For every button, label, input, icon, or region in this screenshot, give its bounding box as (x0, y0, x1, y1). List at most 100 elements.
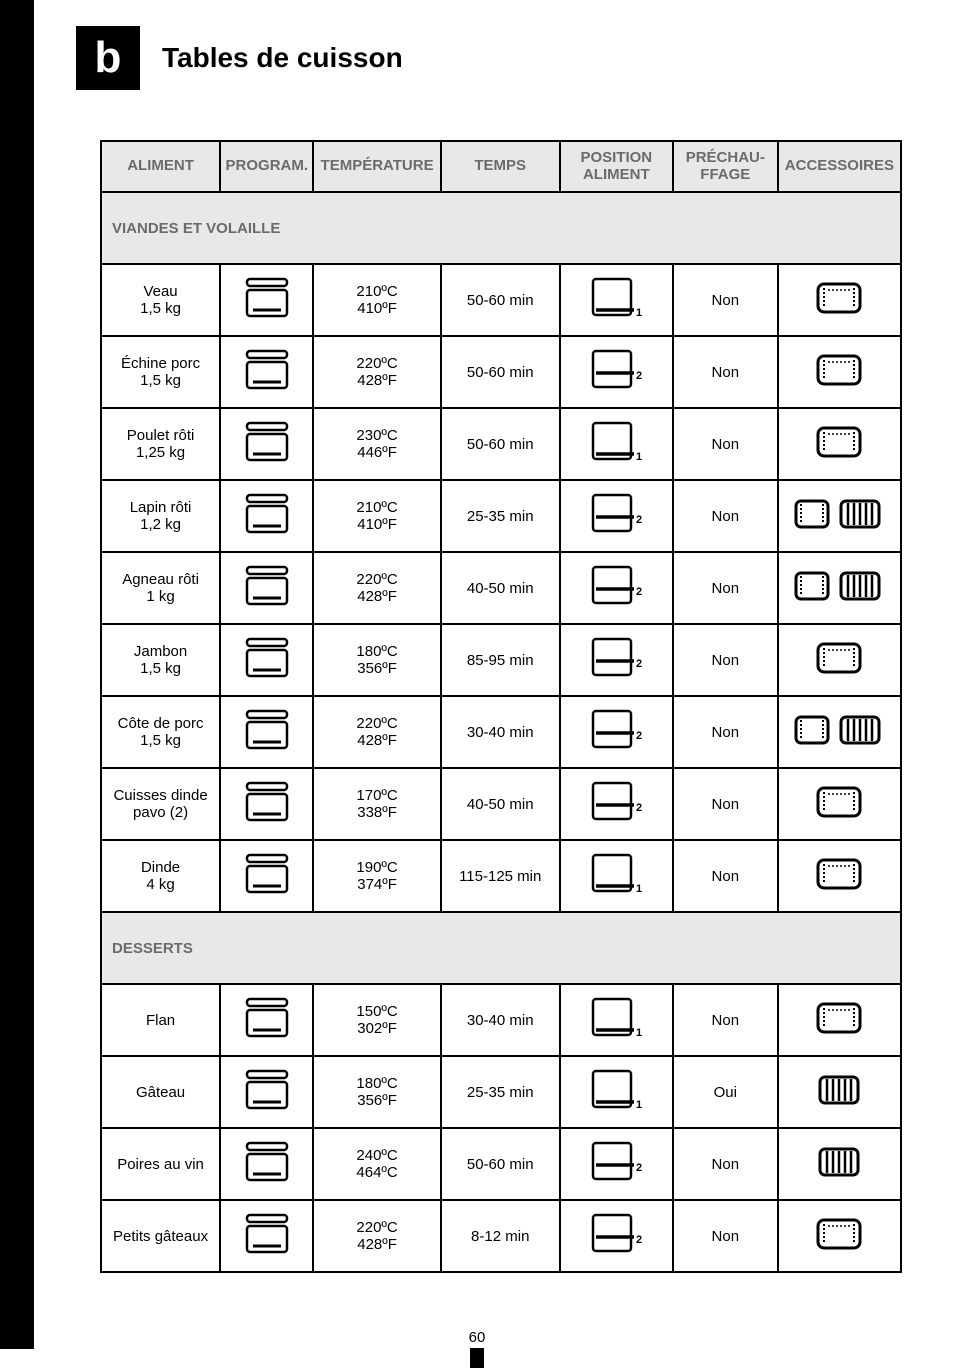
position-icon: 2 (590, 780, 642, 824)
position-icon: 1 (590, 420, 642, 464)
svg-text:2: 2 (636, 802, 642, 814)
tray-accessory-icon (793, 494, 831, 534)
cell-prechauffage: Non (673, 984, 778, 1056)
col-accessoires: ACCESSOIRES (778, 141, 901, 192)
table-row: Petits gâteaux 220ºC428ºF 8-12 min 2 Non (101, 1200, 901, 1272)
table-row: Poires au vin 240ºC464ºC 50-60 min 2 Non (101, 1128, 901, 1200)
cell-accessoires (778, 1056, 901, 1128)
cell-temperature: 180ºC356ºF (313, 624, 440, 696)
oven-program-icon (243, 636, 291, 680)
grill-accessory-icon (835, 566, 885, 606)
cell-program (220, 264, 313, 336)
section-letter-box: b (76, 26, 140, 90)
tray-accessory-icon (814, 998, 864, 1038)
position-icon: 2 (590, 1140, 642, 1184)
cell-position: 2 (560, 336, 673, 408)
tray-accessory-icon (814, 422, 864, 462)
svg-text:2: 2 (636, 658, 642, 670)
cell-temps: 8-12 min (441, 1200, 560, 1272)
cell-prechauffage: Non (673, 264, 778, 336)
cell-aliment: Veau1,5 kg (101, 264, 220, 336)
page-title: Tables de cuisson (162, 42, 403, 74)
cell-temps: 25-35 min (441, 1056, 560, 1128)
cell-aliment: Lapin rôti1,2 kg (101, 480, 220, 552)
oven-program-icon (243, 1140, 291, 1184)
col-position: POSITION ALIMENT (560, 141, 673, 192)
tray-accessory-icon (793, 710, 831, 750)
cell-aliment: Côte de porc1,5 kg (101, 696, 220, 768)
cell-prechauffage: Oui (673, 1056, 778, 1128)
cell-aliment: Échine porc1,5 kg (101, 336, 220, 408)
cell-position: 2 (560, 696, 673, 768)
table-row: Cuisses dindepavo (2) 170ºC338ºF 40-50 m… (101, 768, 901, 840)
table-row: Dinde4 kg 190ºC374ºF 115-125 min 1 Non (101, 840, 901, 912)
cell-program (220, 1056, 313, 1128)
footer-mark-icon (470, 1348, 484, 1368)
oven-program-icon (243, 708, 291, 752)
cooking-table-container: ALIMENT PROGRAM. TEMPÉRATURE TEMPS POSIT… (0, 90, 954, 1273)
cell-temps: 30-40 min (441, 696, 560, 768)
cell-accessoires (778, 480, 901, 552)
cell-temperature: 220ºC428ºF (313, 552, 440, 624)
cell-aliment: Gâteau (101, 1056, 220, 1128)
cell-program (220, 1128, 313, 1200)
cell-temps: 50-60 min (441, 336, 560, 408)
cell-temperature: 220ºC428ºF (313, 1200, 440, 1272)
cell-prechauffage: Non (673, 336, 778, 408)
table-row: Gâteau 180ºC356ºF 25-35 min 1 Oui (101, 1056, 901, 1128)
cell-position: 1 (560, 840, 673, 912)
cell-aliment: Flan (101, 984, 220, 1056)
grill-accessory-icon (814, 1142, 864, 1182)
grill-accessory-icon (835, 494, 885, 534)
cell-prechauffage: Non (673, 696, 778, 768)
position-icon: 2 (590, 708, 642, 752)
grill-accessory-icon (835, 710, 885, 750)
position-icon: 1 (590, 276, 642, 320)
cell-position: 1 (560, 264, 673, 336)
section-title: DESSERTS (101, 912, 901, 984)
table-body: VIANDES ET VOLAILLE Veau1,5 kg 210ºC410º… (101, 192, 901, 1272)
svg-text:2: 2 (636, 730, 642, 742)
tray-accessory-icon (814, 782, 864, 822)
tray-accessory-icon (814, 350, 864, 390)
cell-temps: 50-60 min (441, 1128, 560, 1200)
table-header-row: ALIMENT PROGRAM. TEMPÉRATURE TEMPS POSIT… (101, 141, 901, 192)
table-row: Côte de porc1,5 kg 220ºC428ºF 30-40 min … (101, 696, 901, 768)
cell-temperature: 190ºC374ºF (313, 840, 440, 912)
cell-position: 2 (560, 552, 673, 624)
oven-program-icon (243, 852, 291, 896)
tray-accessory-icon (814, 1214, 864, 1254)
position-icon: 2 (590, 564, 642, 608)
col-prechauffage: PRÉCHAU-FFAGE (673, 141, 778, 192)
tray-accessory-icon (793, 566, 831, 606)
page-number: 60 (0, 1329, 954, 1346)
cell-prechauffage: Non (673, 1128, 778, 1200)
cell-accessoires (778, 408, 901, 480)
position-icon: 1 (590, 996, 642, 1040)
grill-accessory-icon (814, 1070, 864, 1110)
col-aliment: ALIMENT (101, 141, 220, 192)
cell-temps: 40-50 min (441, 768, 560, 840)
cell-prechauffage: Non (673, 552, 778, 624)
oven-program-icon (243, 564, 291, 608)
tray-accessory-icon (814, 854, 864, 894)
cell-aliment: Agneau rôti1 kg (101, 552, 220, 624)
page-footer: 60 (0, 1273, 954, 1372)
cell-program (220, 336, 313, 408)
cell-aliment: Petits gâteaux (101, 1200, 220, 1272)
cell-position: 2 (560, 1128, 673, 1200)
tray-accessory-icon (814, 278, 864, 318)
section-header-row: VIANDES ET VOLAILLE (101, 192, 901, 264)
table-row: Jambon1,5 kg 180ºC356ºF 85-95 min 2 Non (101, 624, 901, 696)
oven-program-icon (243, 276, 291, 320)
table-row: Poulet rôti1,25 kg 230ºC446ºF 50-60 min … (101, 408, 901, 480)
section-title: VIANDES ET VOLAILLE (101, 192, 901, 264)
cell-program (220, 408, 313, 480)
svg-text:1: 1 (636, 883, 642, 895)
position-icon: 2 (590, 348, 642, 392)
section-letter: b (95, 33, 122, 83)
cell-program (220, 624, 313, 696)
cell-temperature: 170ºC338ºF (313, 768, 440, 840)
cell-accessoires (778, 336, 901, 408)
cell-temps: 40-50 min (441, 552, 560, 624)
